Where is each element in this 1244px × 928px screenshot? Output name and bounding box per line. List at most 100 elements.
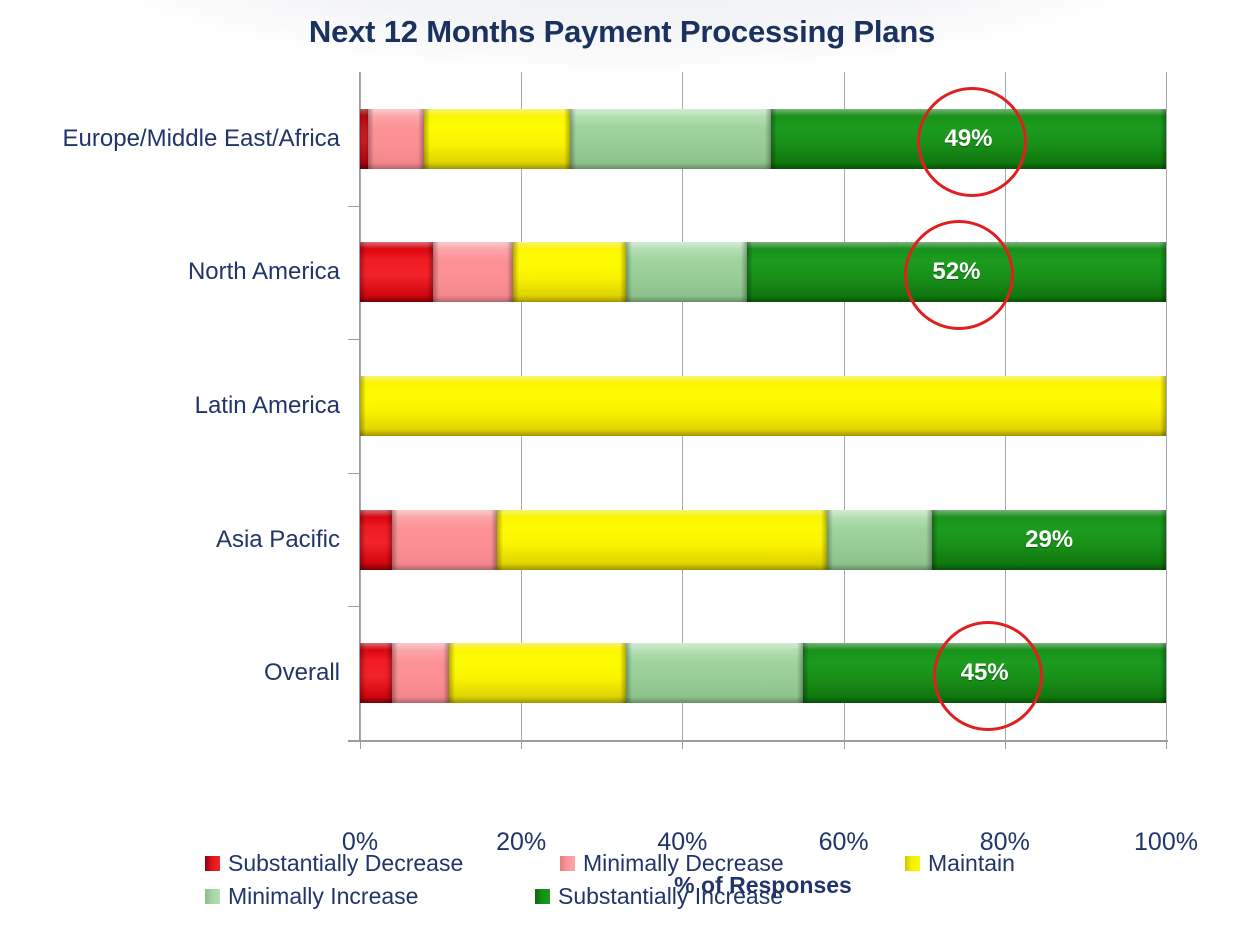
bar-segment [392, 509, 497, 570]
segment-bevel [932, 563, 1166, 570]
segment-bevel [392, 509, 497, 517]
data-label: 45% [960, 659, 1009, 687]
segment-bevel [368, 162, 425, 169]
segment-bevel [1159, 242, 1166, 303]
segment-bevel [360, 108, 369, 116]
segment-bevel [771, 108, 778, 169]
bar-segment [368, 108, 425, 169]
segment-bevel [821, 509, 828, 570]
x-axis-line [348, 740, 1168, 742]
segment-bevel [360, 242, 433, 250]
category-label-wrap: Asia Pacific [8, 510, 340, 570]
legend-item[interactable]: Substantially Decrease [205, 850, 463, 876]
category-label-wrap: North America [8, 242, 340, 302]
segment-bevel [625, 242, 632, 303]
segment-bevel [619, 242, 626, 303]
segment-bevel [746, 242, 1166, 250]
segment-bevel [803, 697, 1166, 704]
segment-bevel [424, 162, 570, 169]
bar-segment [746, 242, 1166, 303]
segment-bevel [424, 108, 570, 116]
segment-bevel [507, 242, 514, 303]
segment-bevel [424, 108, 431, 169]
segment-bevel [746, 242, 753, 303]
legend-item[interactable]: Minimally Decrease [560, 850, 784, 876]
segment-bevel [569, 162, 772, 169]
segment-bevel [448, 697, 626, 704]
x-tick-0 [360, 740, 361, 749]
segment-bevel [360, 162, 369, 169]
category-label: Asia Pacific [215, 525, 340, 553]
legend-item[interactable]: Maintain [905, 850, 1015, 876]
x-tick-label: 100% [1134, 828, 1198, 856]
segment-bevel [448, 643, 455, 704]
segment-bevel [740, 242, 747, 303]
segment-bevel [827, 563, 933, 570]
segment-bevel [360, 296, 433, 303]
segment-bevel [392, 563, 497, 570]
bar-segment [513, 242, 626, 303]
segment-bevel [418, 108, 425, 169]
legend-item[interactable]: Minimally Increase [205, 883, 418, 909]
segment-bevel [513, 242, 626, 250]
x-tick-20 [521, 740, 523, 749]
bar-row: Latin America [195, 376, 1166, 436]
segment-bevel [432, 242, 439, 303]
segment-bevel [569, 108, 576, 169]
segment-bevel [932, 509, 939, 570]
bar-segment [625, 643, 804, 704]
bar-segment [424, 108, 570, 169]
segment-bevel [360, 643, 366, 704]
bar-row: North America 52% [188, 220, 1166, 331]
segment-bevel [497, 509, 504, 570]
bar-segment [360, 108, 369, 169]
bar-segment [448, 643, 626, 704]
bar-segment [392, 643, 449, 704]
bar-segment [625, 242, 747, 303]
bar-row: Europe/Middle East/Africa 49% [63, 86, 1166, 197]
y-axis-tick [348, 339, 360, 341]
segment-bevel [619, 643, 626, 704]
x-axis-title: % of Responses [674, 872, 852, 898]
category-label: Overall [263, 659, 340, 687]
segment-bevel [497, 563, 828, 570]
chart-legend: Substantially Decrease Minimally Decrease… [205, 850, 1085, 916]
data-label: 52% [932, 258, 981, 286]
segment-bevel [771, 162, 1166, 169]
segment-bevel [360, 376, 366, 436]
category-label-wrap: Latin America [8, 376, 340, 436]
segment-bevel [1159, 108, 1166, 169]
bar-segment [497, 509, 828, 570]
segment-bevel [513, 296, 626, 303]
legend-label: Substantially Increase [558, 883, 784, 909]
bar-segment [360, 242, 433, 303]
legend-swatch-maintain-icon [905, 855, 920, 871]
category-label-wrap: Europe/Middle East/Africa [8, 109, 340, 169]
segment-bevel [360, 376, 1166, 383]
segment-bevel [432, 296, 514, 303]
category-label-wrap: Overall [8, 643, 340, 703]
y-axis-tick [348, 472, 360, 474]
legend-item[interactable]: Substantially Increase [535, 883, 783, 909]
bar-segment [803, 643, 1166, 704]
segment-bevel [448, 643, 626, 651]
segment-bevel [442, 643, 449, 704]
x-tick-label: 60% [818, 828, 869, 856]
segment-bevel [625, 643, 804, 651]
segment-bevel [426, 242, 433, 303]
segment-bevel [392, 643, 399, 704]
segment-bevel [491, 509, 497, 570]
x-tick-100 [1166, 740, 1167, 749]
y-axis-tick [348, 205, 360, 207]
y-axis-tick [348, 606, 360, 608]
segment-bevel [803, 643, 1166, 651]
chart-title: Next 12 Months Payment Processing Plans [308, 14, 936, 49]
gridline-100 [1166, 72, 1167, 740]
bar-row: Asia Pacific 29% [216, 509, 1166, 570]
segment-bevel [1159, 509, 1166, 570]
segment-bevel [1160, 376, 1166, 436]
x-tick-label: 40% [657, 828, 708, 856]
legend-row-1: Substantially Decrease Minimally Decrease… [205, 850, 1085, 883]
segment-bevel [360, 509, 366, 570]
